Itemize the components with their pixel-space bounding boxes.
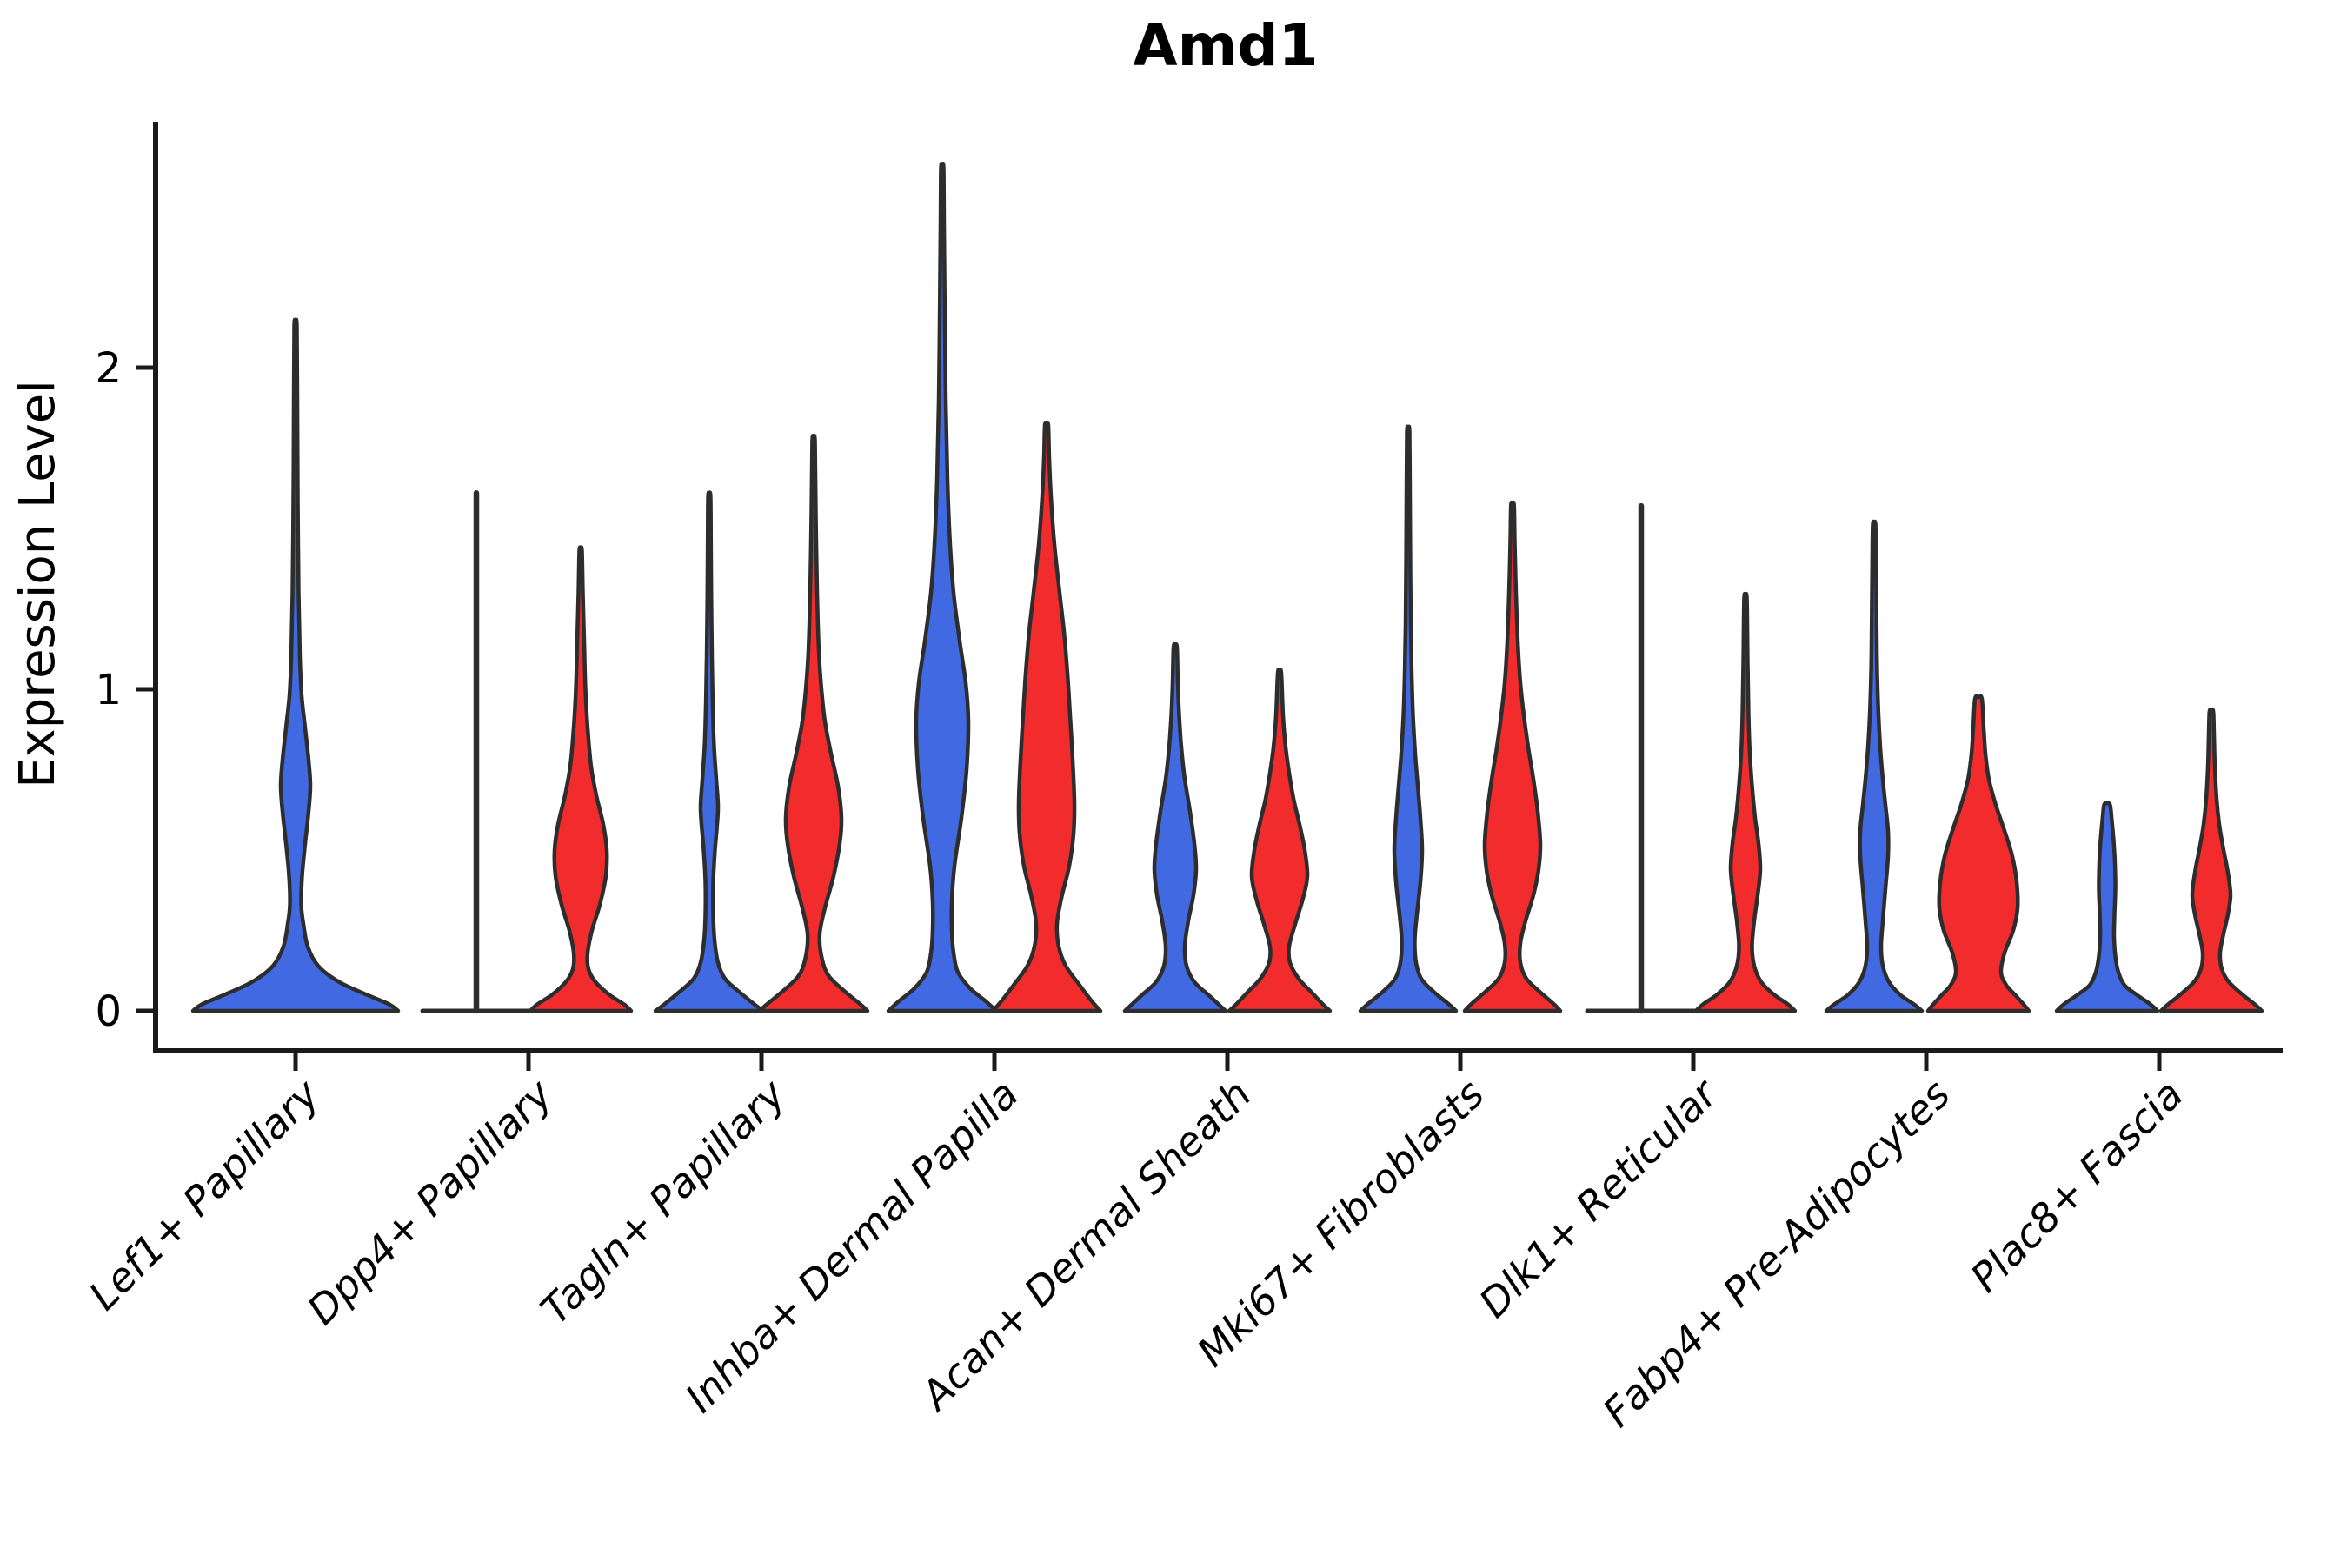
violin-acan-blue — [1122, 641, 1228, 1013]
x-category-label-2: Dpp4+ Papillary — [298, 1070, 562, 1333]
violin-plac8-blue — [2054, 801, 2160, 1013]
y-tick-label-0: 0 — [95, 987, 122, 1036]
y-axis-label: Expression Level — [10, 380, 66, 788]
y-tick-label-2: 2 — [95, 344, 122, 393]
violin-tagln-red — [757, 434, 870, 1013]
violin-inhba-blue — [886, 161, 999, 1013]
x-category-label-7: Dlk1+ Reticular — [1470, 1068, 1728, 1326]
violin-series-group — [190, 161, 2264, 1014]
chart-title: Amd1 — [1133, 12, 1318, 79]
violin-mki67-red — [1462, 500, 1563, 1013]
violin-acan-red — [1227, 667, 1333, 1013]
y-axis-ticks: 0 1 2 — [95, 344, 156, 1036]
violin-fabp4-red — [1925, 694, 2031, 1013]
x-category-label-9: Plac8+ Fascia — [1961, 1071, 2191, 1301]
violin-dpp4-red — [528, 545, 634, 1013]
violin-inhba-red — [990, 420, 1103, 1013]
violin-plac8-red — [2158, 707, 2264, 1013]
x-category-label-1: Lef1+ Papillary — [80, 1070, 329, 1319]
violin-lef1-blue — [190, 317, 401, 1013]
violin-tagln-blue — [653, 490, 766, 1013]
violin-mki67-blue — [1358, 424, 1459, 1013]
y-tick-label-1: 1 — [95, 666, 122, 714]
violin-fabp4-blue — [1824, 519, 1925, 1013]
violin-dlk1-red — [1693, 591, 1798, 1013]
x-axis-ticks — [293, 1051, 2162, 1071]
x-category-label-3: Tagln+ Papillary — [531, 1070, 795, 1333]
